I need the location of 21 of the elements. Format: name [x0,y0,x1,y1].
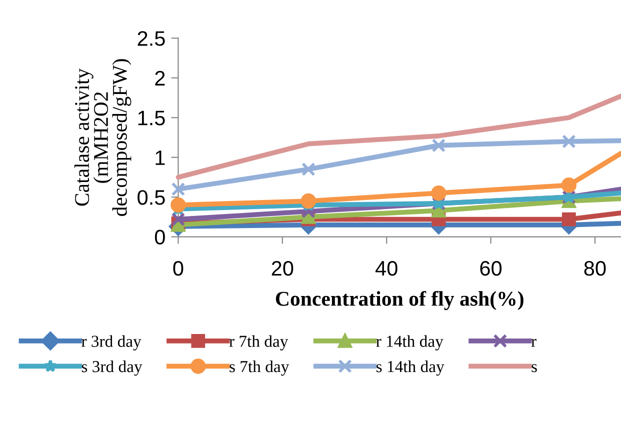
y-tick-label: 1.5 [138,110,165,126]
y-tick-label: 1 [156,150,165,165]
y-tick-label: 0 [154,230,165,245]
y-tick-label: 2.5 [138,31,165,46]
x-tick-label: 80 [584,260,606,276]
legend-label: r 7th day [229,335,288,350]
x-tick-label: 60 [480,260,502,276]
legend-label: s [532,364,537,372]
x-tick-label: 40 [375,260,398,276]
legend-label: r 3rd day [82,335,142,350]
y-tick-label: 2 [155,70,165,86]
legend-label: s 7th day [230,360,290,376]
x-tick-label: 20 [272,260,294,276]
y-axis-title: Catalase activity (mMH2O2 decomposed/gFW) [74,59,132,216]
x-axis-title: Concentration of fly ash(%) [276,290,524,310]
x-tick-label: 0 [173,260,184,276]
legend-label: s 3rd day [82,360,142,376]
legend-label: r 14th day [376,335,444,350]
y-tick-label: 0.5 [138,190,165,205]
legend-label: r [531,338,536,347]
legend-label: s 14th day [376,360,444,376]
